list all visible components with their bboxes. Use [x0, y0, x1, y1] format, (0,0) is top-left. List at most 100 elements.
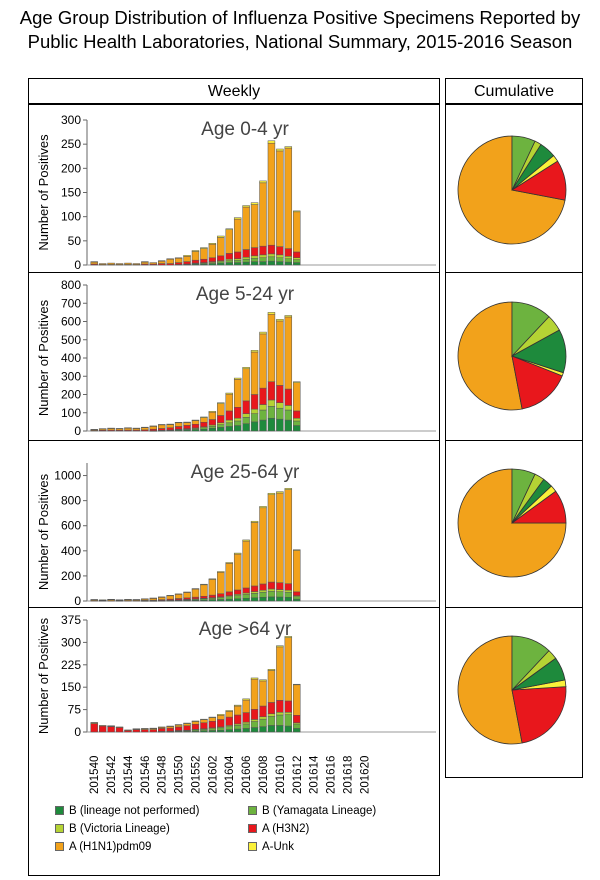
pie-slice-a_h1n1pdm09 — [457, 301, 523, 411]
bar-segment-a_unk — [158, 596, 166, 598]
bar-segment-a_unk — [183, 255, 191, 257]
bar-segment-a_unk — [233, 217, 242, 220]
bar-segment-a_unk — [191, 588, 200, 590]
bar-segment-a_unk — [267, 140, 276, 144]
y-tick-label: 75 — [68, 703, 82, 717]
y-tick-label: 50 — [68, 234, 82, 248]
legend-swatch — [248, 806, 257, 815]
bar-segment-a_unk — [149, 425, 158, 427]
x-tick-label: 201544 — [123, 755, 135, 794]
x-tick-label: 201542 — [106, 756, 118, 794]
panel-divider — [445, 440, 583, 441]
x-tick-label: 201614 — [309, 755, 321, 794]
x-tick-label: 201606 — [241, 756, 253, 794]
y-axis-label: Number of Positives — [36, 134, 51, 251]
bar-segment-a_unk — [233, 704, 242, 707]
bar-segment-a_unk — [276, 645, 284, 648]
chart-title: Age Group Distribution of Influenza Posi… — [0, 6, 600, 54]
bar-segment-a_unk — [242, 698, 250, 701]
bar-segment-a_h1n1pdm09 — [149, 262, 158, 265]
bar-segment-a_unk — [259, 679, 267, 682]
bar-segment-a_unk — [267, 669, 276, 671]
x-tick-label: 201612 — [292, 756, 304, 794]
bar-segment-a_unk — [233, 552, 242, 555]
bar-segment-a_h1n1pdm09 — [98, 725, 107, 727]
bar-segment-a_unk — [293, 210, 301, 213]
bar-segment-a_unk — [267, 492, 276, 495]
bar-segment-a_unk — [124, 427, 132, 429]
bar-segment-a_h1n1pdm09 — [124, 729, 132, 731]
bar-segment-a_unk — [158, 260, 166, 262]
pie-slice-a_h1n1pdm09 — [457, 635, 523, 745]
bar-segment-a_unk — [132, 728, 141, 730]
bar-segment-a_unk — [115, 599, 124, 601]
bar-segment-a_unk — [200, 718, 208, 721]
bar-segment-a_unk — [124, 599, 132, 601]
bar-segment-a_unk — [183, 722, 191, 724]
bar-segment-a_unk — [166, 258, 174, 260]
panel-title: Age >64 yr — [199, 619, 292, 640]
bar-segment-a_unk — [225, 392, 233, 395]
y-tick-label: 300 — [61, 635, 81, 649]
bar-segment-a_unk — [200, 416, 208, 418]
bar-segment-a_unk — [107, 598, 115, 600]
y-tick-label: 0 — [74, 258, 81, 272]
bar-segment-a_unk — [250, 520, 259, 523]
bar-segment-a_h1n1pdm09 — [115, 726, 124, 728]
y-axis-label: Number of Positives — [36, 617, 51, 734]
bar-segment-a_unk — [90, 261, 98, 263]
panel-divider — [445, 607, 583, 608]
panel-title: Age 5-24 yr — [196, 284, 295, 305]
bar-segment-a_unk — [158, 726, 166, 728]
bar-segment-a_unk — [174, 257, 183, 259]
x-tick-label: 201602 — [207, 756, 219, 794]
bar-segment-a_unk — [132, 427, 141, 429]
panel-divider — [28, 607, 440, 608]
y-tick-label: 200 — [61, 569, 81, 583]
y-tick-label: 100 — [61, 210, 81, 224]
bar-segment-a_unk — [284, 636, 293, 638]
bar-segment-a_unk — [191, 720, 200, 722]
bar-segment-a_unk — [208, 716, 217, 718]
legend-label: B (Victoria Lineage) — [69, 823, 170, 835]
y-tick-label: 400 — [61, 351, 81, 365]
bar-segment-a_unk — [242, 539, 250, 542]
bar-segment-a_unk — [158, 424, 166, 426]
x-tick-label: 201550 — [174, 756, 186, 794]
bar-segment-a_unk — [259, 331, 267, 335]
y-tick-label: 150 — [61, 680, 81, 694]
bar-segment-a_unk — [191, 250, 200, 252]
y-tick-label: 375 — [61, 613, 81, 627]
bar-segment-a_unk — [183, 421, 191, 423]
bar-segment-a_unk — [141, 728, 149, 730]
y-tick-label: 600 — [61, 519, 81, 533]
y-tick-label: 600 — [61, 315, 81, 329]
bar-segment-a_unk — [259, 506, 267, 509]
legend-swatch — [248, 824, 257, 833]
bar-segment-a_unk — [149, 597, 158, 599]
legend-swatch — [248, 842, 257, 851]
y-tick-label: 200 — [61, 161, 81, 175]
bar-segment-a_unk — [183, 591, 191, 593]
bar-segment-a_unk — [174, 421, 183, 424]
bar-segment-a_h1n1pdm09 — [124, 262, 132, 265]
title-line-1: Age Group Distribution of Influenza Posi… — [19, 7, 581, 28]
bar-segment-a_unk — [250, 202, 259, 205]
bar-segment-a_unk — [107, 725, 115, 727]
x-tick-label: 201616 — [326, 756, 338, 794]
x-tick-label: 201540 — [89, 756, 101, 794]
x-tick-label: 201610 — [275, 756, 287, 794]
bar-segment-a_unk — [250, 350, 259, 353]
bar-segment-a_unk — [217, 402, 225, 404]
bar-segment-a_unk — [225, 228, 233, 230]
weekly-panel-frame — [28, 104, 440, 876]
legend-swatch — [55, 842, 64, 851]
bar-segment-a_h1n1pdm09 — [98, 263, 107, 265]
bar-segment-a_h1n1pdm09 — [132, 263, 141, 265]
y-tick-label: 0 — [74, 725, 81, 739]
y-axis-label: Number of Positives — [36, 473, 51, 590]
bar-segment-a_unk — [90, 429, 98, 431]
y-tick-label: 250 — [61, 137, 81, 151]
legend-label: A-Unk — [262, 841, 294, 853]
panel-title: Age 25-64 yr — [191, 462, 300, 483]
